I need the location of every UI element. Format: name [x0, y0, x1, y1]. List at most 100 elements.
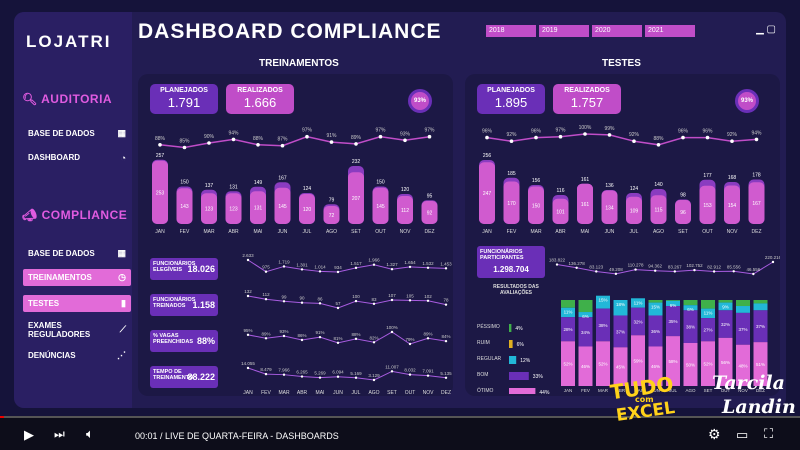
res-pct: 6% [517, 342, 525, 348]
testes-charts: 96% 92% 96% 97% 100% 99% 92% 88% 96% 96% 92% 94% 256… [479, 125, 780, 394]
te-part-spark-point [555, 263, 559, 266]
sidebar-item-aud-dashboard[interactable]: DASHBOARD ◔ [28, 152, 126, 163]
tr-row0-spark-point [372, 263, 376, 266]
stack-month: DEZ [756, 388, 765, 393]
stack-top-label: 11% [634, 300, 643, 305]
tr-plan-label: 149 [254, 180, 263, 186]
te-real-bar [724, 185, 740, 224]
res-pct: 12% [520, 358, 531, 364]
stack-month: OUT [721, 388, 731, 393]
stack-top-label: 11% [704, 311, 713, 316]
stack-seg [613, 315, 628, 348]
tr-real-label: 123 [229, 207, 238, 213]
tr-row1-spark-point [282, 300, 286, 303]
sidebar-item-aud-base[interactable]: BASE DE DADOS ▦ [28, 128, 126, 138]
sidebar-item-denuncias[interactable]: DENÚNCIAS ⋰ [28, 350, 126, 360]
tr-month-label: FEV [180, 229, 190, 235]
next-icon[interactable]: ⏭ [54, 427, 65, 441]
tr-row0-spark-point [408, 265, 412, 269]
tr-month-label: MAR [203, 229, 215, 235]
year-2018[interactable]: 2018 [486, 25, 536, 37]
sidebar-item-testes[interactable]: TESTES ▮ [23, 295, 131, 312]
tr-row1-spark-label: 90 [299, 296, 305, 301]
theater-icon[interactable]: ▭ [736, 427, 749, 442]
year-2020[interactable]: 2020 [592, 25, 642, 37]
tr-real-label: 123 [205, 207, 214, 213]
te-part-spark-point [752, 272, 755, 276]
tr-real-bar [250, 191, 266, 224]
treinamentos-title: TREINAMENTOS [259, 58, 339, 69]
tr-real-bar [397, 196, 413, 224]
tr-row2-spark-point [300, 338, 304, 342]
stack-top-label: 15% [651, 305, 660, 310]
te-part-spark-label: 83.267 [668, 264, 682, 269]
year-2021[interactable]: 2021 [645, 25, 695, 37]
section-compliance[interactable]: 📣︎ COMPLIANCE [22, 208, 128, 222]
tr-pct-point [231, 137, 236, 142]
stack-bot-label: 46% [651, 364, 660, 369]
progress-bar[interactable] [0, 416, 800, 419]
res-label: RUIM [477, 340, 490, 346]
te-pct-label: 96% [678, 129, 689, 135]
stack-mid-label: 34% [581, 330, 590, 335]
magnifier-icon: 🔍︎ [22, 92, 38, 106]
tr-row0-spark-label: 1.517 [350, 261, 362, 266]
tr-row3-spark-label: 14.055 [241, 361, 255, 366]
stack-mid-label: 28% [563, 327, 572, 332]
stack-month: MAR [598, 388, 609, 393]
section-auditoria[interactable]: 🔍︎ AUDITORIA [22, 92, 113, 106]
te-pct-label: 92% [506, 132, 517, 138]
stack-mid-label: 38% [598, 323, 607, 328]
tr-row0-spark-label: 975 [262, 265, 270, 270]
te-pct-point [681, 135, 685, 140]
volume-icon[interactable]: 🔈︎ [86, 426, 94, 441]
stack-month: JAN [564, 388, 573, 393]
sidebar-item-treinamentos[interactable]: TREINAMENTOS ◷ [23, 269, 131, 286]
te-part-spark-point [732, 270, 735, 273]
te-part-spark-label: 183.822 [549, 258, 566, 263]
te-plan-label: 136 [605, 183, 614, 189]
te-pct-point [754, 137, 759, 142]
gear-icon[interactable]: ⚙ [708, 426, 721, 442]
tr-pct-label: 97% [375, 128, 386, 134]
tr-row3-spark-point [300, 375, 304, 378]
fullscreen-icon[interactable]: ⛶ [764, 426, 774, 441]
minimize-icon[interactable]: ▁ [756, 24, 764, 35]
tr-pct-label: 89% [351, 135, 362, 141]
tr-row3-spark-point [318, 376, 322, 379]
stack-seg [736, 300, 750, 307]
maximize-icon[interactable]: ▢ [766, 24, 776, 35]
sidebar-item-comp-base[interactable]: BASE DE DADOS ▦ [28, 248, 126, 258]
stack-bot-label: 52% [703, 362, 712, 367]
sidebar: LOJATRI 🔍︎ AUDITORIA BASE DE DADOS ▦ DASH… [14, 12, 132, 408]
te-pct-label: 99% [604, 126, 615, 132]
tr-row2-spark-label: 100% [386, 325, 398, 330]
tr-real-label: 120 [303, 207, 312, 213]
stack-seg [666, 300, 680, 307]
stack-seg [648, 315, 663, 347]
tr-row2-spark-label: 95% [243, 328, 252, 333]
te-pct-point [509, 139, 514, 143]
te-plan-label: 177 [703, 173, 712, 179]
tr-row1-spark-label: 78 [443, 298, 449, 303]
tr-real-bar [201, 193, 217, 224]
te-pct-label: 88% [653, 136, 664, 142]
stack-top-label: 6% [670, 303, 677, 308]
tr-row1-spark-point [426, 299, 430, 302]
tr-row1-spark [247, 295, 447, 309]
te-pct-label: 92% [727, 132, 738, 138]
tr-row3-spark-label: 5.269 [314, 371, 326, 376]
play-icon[interactable]: ▶ [24, 427, 34, 442]
year-filter: 2018 2019 2020 2021 [486, 25, 695, 37]
sidebar-item-exames[interactable]: EXAMES REGULADORES ⟋ [28, 320, 126, 339]
stack-seg [683, 300, 698, 306]
year-2019[interactable]: 2019 [539, 25, 589, 37]
tr-row0-spark-label: 1.453 [440, 261, 452, 266]
tr-row0-spark-point [336, 270, 340, 274]
tr-row2-spark-point [246, 333, 250, 337]
tr-row0-spark-point [426, 266, 430, 269]
tr-row0-spark-point [444, 267, 448, 270]
te-part-spark [556, 261, 774, 275]
te-pct-point [632, 139, 636, 143]
tr-plan-label: 150 [376, 180, 385, 186]
